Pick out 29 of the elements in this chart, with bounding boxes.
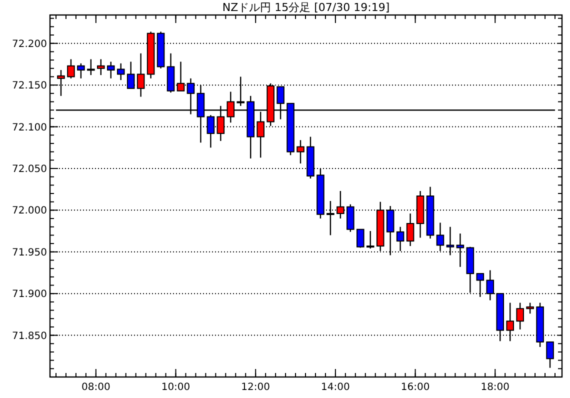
x-tick-label: 18:00 bbox=[480, 382, 510, 393]
candlestick bbox=[366, 230, 374, 250]
candlestick bbox=[106, 61, 115, 79]
candlestick bbox=[97, 58, 105, 76]
y-tick-label: 72.150 bbox=[12, 80, 47, 92]
y-tick-label: 71.850 bbox=[12, 330, 47, 342]
candlestick bbox=[87, 58, 95, 76]
candlestick bbox=[356, 228, 364, 248]
candlestick bbox=[546, 341, 554, 368]
candlestick bbox=[296, 140, 304, 164]
y-tick-label: 71.900 bbox=[12, 289, 47, 300]
candlestick bbox=[406, 212, 414, 247]
candlestick bbox=[67, 58, 75, 79]
y-tick-label: 72.200 bbox=[12, 38, 47, 50]
y-tick-label: 71.950 bbox=[12, 247, 47, 258]
x-tick-label: 14:00 bbox=[321, 382, 350, 393]
x-tick-label: 10:00 bbox=[161, 382, 190, 393]
x-tick-label: 08:00 bbox=[81, 382, 110, 393]
candlestick bbox=[516, 302, 524, 330]
candlestick bbox=[77, 62, 85, 79]
y-tick-label: 72.050 bbox=[12, 164, 47, 175]
candlestick bbox=[526, 302, 534, 314]
candlestick bbox=[116, 62, 125, 81]
y-tick-label: 72.100 bbox=[12, 122, 47, 134]
x-tick-label: 16:00 bbox=[400, 382, 430, 393]
x-tick-label: 12:00 bbox=[241, 382, 270, 393]
chart-title: NZドル円 15分足 [07/30 19:19] bbox=[222, 1, 390, 14]
y-tick-label: 72.000 bbox=[12, 206, 47, 217]
candlestick bbox=[396, 226, 404, 252]
